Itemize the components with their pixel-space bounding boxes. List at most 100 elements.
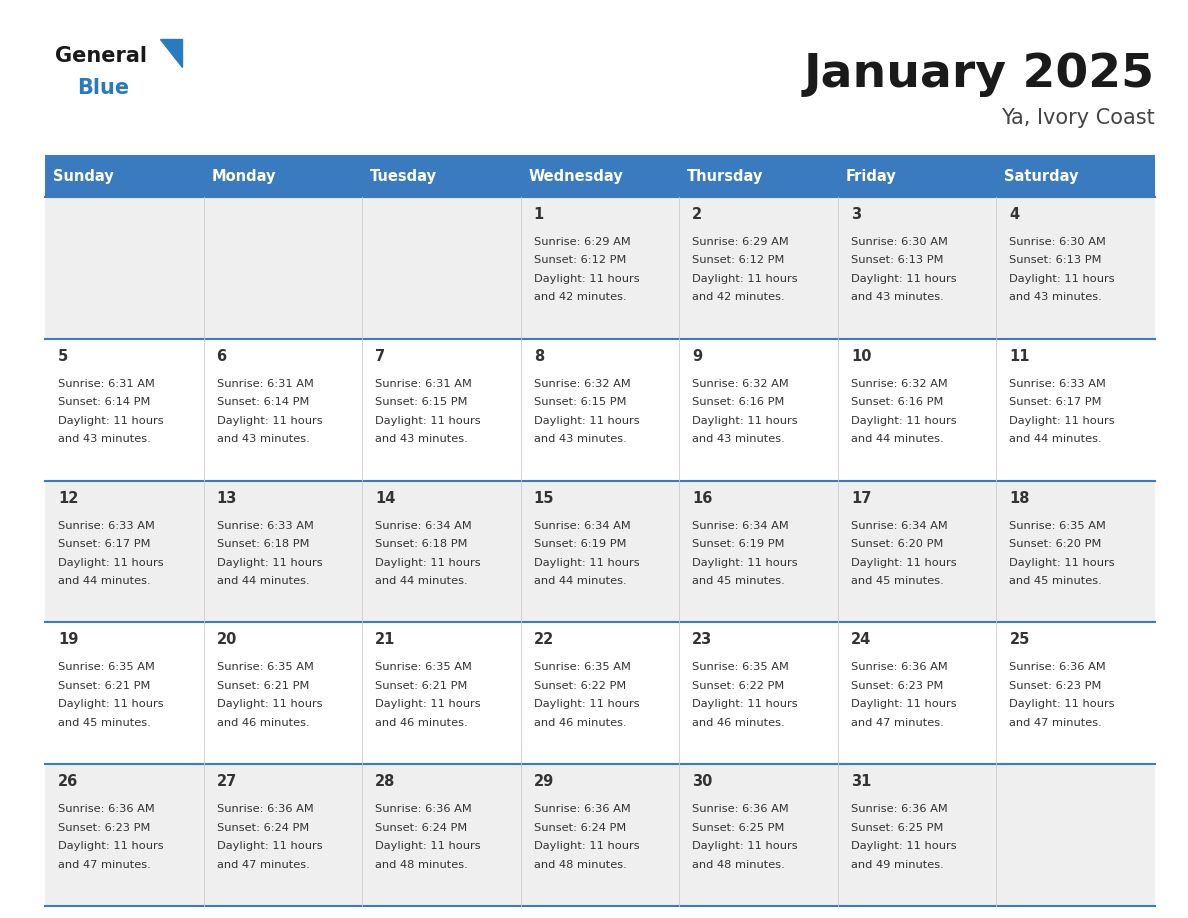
Bar bbox=[680, 481, 838, 622]
Text: Sunset: 6:13 PM: Sunset: 6:13 PM bbox=[851, 255, 943, 265]
Text: and 44 minutes.: and 44 minutes. bbox=[375, 577, 468, 586]
Text: 30: 30 bbox=[693, 774, 713, 789]
Text: Sunrise: 6:31 AM: Sunrise: 6:31 AM bbox=[58, 379, 154, 389]
Bar bbox=[838, 197, 997, 339]
Bar bbox=[520, 622, 680, 764]
Text: and 46 minutes.: and 46 minutes. bbox=[375, 718, 468, 728]
Text: 29: 29 bbox=[533, 774, 554, 789]
Bar bbox=[45, 197, 203, 339]
Bar bbox=[45, 155, 203, 197]
Text: and 45 minutes.: and 45 minutes. bbox=[58, 718, 151, 728]
Text: 18: 18 bbox=[1010, 490, 1030, 506]
Bar bbox=[362, 764, 520, 906]
Text: Sunset: 6:17 PM: Sunset: 6:17 PM bbox=[1010, 397, 1102, 408]
Text: and 42 minutes.: and 42 minutes. bbox=[533, 293, 626, 303]
Bar bbox=[203, 481, 362, 622]
Text: Sunrise: 6:36 AM: Sunrise: 6:36 AM bbox=[216, 804, 314, 814]
Text: Sunset: 6:24 PM: Sunset: 6:24 PM bbox=[216, 823, 309, 833]
Text: Sunset: 6:24 PM: Sunset: 6:24 PM bbox=[375, 823, 467, 833]
Bar bbox=[997, 481, 1155, 622]
Text: 23: 23 bbox=[693, 633, 713, 647]
Text: Sunset: 6:22 PM: Sunset: 6:22 PM bbox=[533, 681, 626, 691]
Text: Sunrise: 6:31 AM: Sunrise: 6:31 AM bbox=[216, 379, 314, 389]
Text: Daylight: 11 hours: Daylight: 11 hours bbox=[375, 841, 481, 851]
Text: Sunset: 6:20 PM: Sunset: 6:20 PM bbox=[1010, 539, 1101, 549]
Text: and 47 minutes.: and 47 minutes. bbox=[58, 859, 151, 869]
Text: 6: 6 bbox=[216, 349, 227, 364]
Text: Daylight: 11 hours: Daylight: 11 hours bbox=[1010, 700, 1116, 710]
Text: and 45 minutes.: and 45 minutes. bbox=[1010, 577, 1102, 586]
Text: Daylight: 11 hours: Daylight: 11 hours bbox=[693, 416, 798, 426]
Text: and 43 minutes.: and 43 minutes. bbox=[216, 434, 309, 444]
Text: 16: 16 bbox=[693, 490, 713, 506]
Text: Daylight: 11 hours: Daylight: 11 hours bbox=[1010, 557, 1116, 567]
Bar bbox=[203, 764, 362, 906]
Text: Sunrise: 6:33 AM: Sunrise: 6:33 AM bbox=[1010, 379, 1106, 389]
Text: 25: 25 bbox=[1010, 633, 1030, 647]
Bar bbox=[520, 197, 680, 339]
Text: Sunset: 6:16 PM: Sunset: 6:16 PM bbox=[693, 397, 784, 408]
Text: Daylight: 11 hours: Daylight: 11 hours bbox=[693, 700, 798, 710]
Text: Sunset: 6:19 PM: Sunset: 6:19 PM bbox=[533, 539, 626, 549]
Text: Sunset: 6:18 PM: Sunset: 6:18 PM bbox=[375, 539, 468, 549]
Text: Sunset: 6:14 PM: Sunset: 6:14 PM bbox=[58, 397, 151, 408]
Text: Sunrise: 6:36 AM: Sunrise: 6:36 AM bbox=[58, 804, 154, 814]
Text: Sunset: 6:25 PM: Sunset: 6:25 PM bbox=[693, 823, 784, 833]
Text: Daylight: 11 hours: Daylight: 11 hours bbox=[533, 700, 639, 710]
Text: Daylight: 11 hours: Daylight: 11 hours bbox=[1010, 416, 1116, 426]
Bar bbox=[520, 764, 680, 906]
Text: Daylight: 11 hours: Daylight: 11 hours bbox=[851, 416, 956, 426]
Text: 24: 24 bbox=[851, 633, 871, 647]
Text: Sunset: 6:23 PM: Sunset: 6:23 PM bbox=[58, 823, 151, 833]
Text: and 48 minutes.: and 48 minutes. bbox=[533, 859, 626, 869]
Text: Sunrise: 6:33 AM: Sunrise: 6:33 AM bbox=[58, 521, 154, 531]
Text: Daylight: 11 hours: Daylight: 11 hours bbox=[693, 274, 798, 284]
Text: and 47 minutes.: and 47 minutes. bbox=[851, 718, 943, 728]
Text: Sunrise: 6:34 AM: Sunrise: 6:34 AM bbox=[533, 521, 631, 531]
Text: Daylight: 11 hours: Daylight: 11 hours bbox=[375, 557, 481, 567]
Text: Sunset: 6:24 PM: Sunset: 6:24 PM bbox=[533, 823, 626, 833]
Bar bbox=[680, 197, 838, 339]
Text: Daylight: 11 hours: Daylight: 11 hours bbox=[58, 841, 164, 851]
Text: and 48 minutes.: and 48 minutes. bbox=[375, 859, 468, 869]
Bar bbox=[997, 622, 1155, 764]
Polygon shape bbox=[160, 39, 182, 67]
Text: Daylight: 11 hours: Daylight: 11 hours bbox=[851, 274, 956, 284]
Text: 13: 13 bbox=[216, 490, 236, 506]
Text: Sunday: Sunday bbox=[53, 169, 114, 184]
Text: and 46 minutes.: and 46 minutes. bbox=[693, 718, 785, 728]
Text: Sunset: 6:14 PM: Sunset: 6:14 PM bbox=[216, 397, 309, 408]
Text: Sunset: 6:17 PM: Sunset: 6:17 PM bbox=[58, 539, 151, 549]
Text: Blue: Blue bbox=[77, 78, 129, 98]
Bar bbox=[362, 339, 520, 481]
Text: and 42 minutes.: and 42 minutes. bbox=[693, 293, 785, 303]
Text: Daylight: 11 hours: Daylight: 11 hours bbox=[375, 700, 481, 710]
Text: Sunrise: 6:32 AM: Sunrise: 6:32 AM bbox=[693, 379, 789, 389]
Bar bbox=[45, 622, 203, 764]
Text: Daylight: 11 hours: Daylight: 11 hours bbox=[58, 416, 164, 426]
Text: January 2025: January 2025 bbox=[804, 52, 1155, 97]
Text: Ya, Ivory Coast: Ya, Ivory Coast bbox=[1001, 108, 1155, 128]
Text: Sunset: 6:16 PM: Sunset: 6:16 PM bbox=[851, 397, 943, 408]
Text: 31: 31 bbox=[851, 774, 871, 789]
Text: Daylight: 11 hours: Daylight: 11 hours bbox=[533, 841, 639, 851]
Bar bbox=[680, 339, 838, 481]
Bar bbox=[362, 622, 520, 764]
Text: Sunrise: 6:36 AM: Sunrise: 6:36 AM bbox=[851, 804, 948, 814]
Text: Sunset: 6:23 PM: Sunset: 6:23 PM bbox=[851, 681, 943, 691]
Text: Sunrise: 6:30 AM: Sunrise: 6:30 AM bbox=[851, 237, 948, 247]
Text: Sunrise: 6:35 AM: Sunrise: 6:35 AM bbox=[58, 663, 154, 672]
Text: 7: 7 bbox=[375, 349, 385, 364]
Text: Friday: Friday bbox=[846, 169, 897, 184]
Text: and 43 minutes.: and 43 minutes. bbox=[375, 434, 468, 444]
Text: Daylight: 11 hours: Daylight: 11 hours bbox=[216, 557, 322, 567]
Bar bbox=[997, 197, 1155, 339]
Bar bbox=[203, 339, 362, 481]
Text: Daylight: 11 hours: Daylight: 11 hours bbox=[851, 557, 956, 567]
Text: and 47 minutes.: and 47 minutes. bbox=[1010, 718, 1102, 728]
Text: Saturday: Saturday bbox=[1004, 169, 1079, 184]
Bar bbox=[362, 197, 520, 339]
Text: Daylight: 11 hours: Daylight: 11 hours bbox=[375, 416, 481, 426]
Bar bbox=[997, 764, 1155, 906]
Text: 9: 9 bbox=[693, 349, 702, 364]
